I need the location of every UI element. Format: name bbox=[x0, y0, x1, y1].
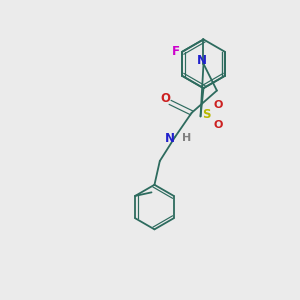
Text: O: O bbox=[214, 100, 223, 110]
Text: F: F bbox=[172, 45, 180, 58]
Text: O: O bbox=[161, 92, 171, 105]
Text: N: N bbox=[197, 54, 207, 67]
Text: N: N bbox=[165, 132, 175, 145]
Text: S: S bbox=[202, 108, 211, 122]
Text: H: H bbox=[182, 133, 191, 143]
Text: O: O bbox=[214, 120, 223, 130]
